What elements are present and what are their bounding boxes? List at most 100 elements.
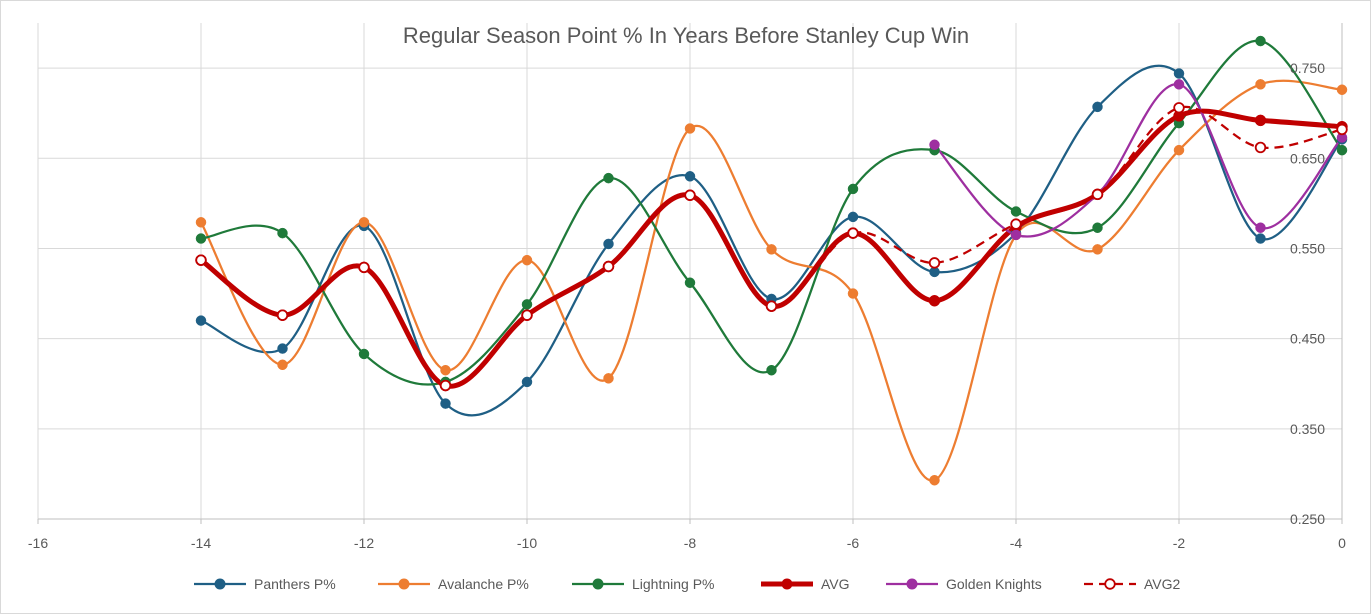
- legend-label: Lightning P%: [632, 576, 715, 592]
- data-point-lightning-p: [195, 233, 207, 244]
- data-point-avalanche-p: [521, 254, 533, 266]
- data-point-avalanche-p: [195, 217, 207, 228]
- data-point-avg2: [847, 227, 859, 239]
- data-point-avg2: [1254, 141, 1267, 154]
- x-tick-label: 0: [1338, 535, 1346, 551]
- data-point-panthers-p: [1092, 101, 1103, 113]
- legend-item-avg: AVG: [761, 576, 850, 592]
- legend: Panthers P% Avalanche P% Lightning P% AVG Go…: [194, 576, 1181, 592]
- legend-label: AVG: [821, 576, 850, 592]
- data-point-avalanche-p: [1173, 144, 1185, 156]
- data-point-avalanche-p: [929, 474, 940, 486]
- data-point-avg2: [765, 300, 778, 312]
- x-tick-label: -4: [1010, 535, 1023, 551]
- x-tick-label: -8: [684, 535, 697, 551]
- data-point-avg2: [1336, 123, 1348, 136]
- legend-item-golden-knights: Golden Knights: [886, 576, 1042, 592]
- data-point-avalanche-p: [440, 364, 451, 376]
- legend-label: Panthers P%: [254, 576, 336, 592]
- y-tick-label: 0.650: [1290, 150, 1325, 166]
- data-point-avalanche-p: [1092, 244, 1103, 255]
- legend-marker: [1104, 578, 1116, 590]
- data-point-lightning-p: [684, 277, 696, 288]
- data-point-avalanche-p: [847, 288, 859, 299]
- data-point-avalanche-p: [603, 373, 614, 384]
- data-point-panthers-p: [195, 315, 207, 326]
- data-point-panthers-p: [684, 171, 696, 182]
- legend-item-lightning-p: Lightning P%: [572, 576, 715, 592]
- data-point-lightning-p: [1010, 206, 1022, 217]
- data-point-lightning-p: [277, 227, 288, 239]
- series-line-golden-knights: [933, 83, 1344, 238]
- data-point-avalanche-p: [684, 123, 696, 134]
- x-tick-label: -12: [354, 535, 374, 551]
- x-tick-label: -10: [517, 535, 537, 551]
- data-point-avalanche-p: [766, 244, 777, 255]
- x-tick-label: -14: [191, 535, 211, 551]
- data-point-lightning-p: [766, 364, 777, 376]
- data-point-avalanche-p: [1255, 79, 1266, 90]
- data-point-panthers-p: [277, 343, 288, 354]
- data-point-panthers-p: [847, 211, 859, 223]
- data-point-avg: [928, 295, 941, 307]
- data-point-lightning-p: [1336, 144, 1348, 156]
- data-point-panthers-p: [521, 376, 533, 388]
- legend-label: Avalanche P%: [438, 576, 529, 592]
- data-point-golden-knights: [1173, 79, 1185, 90]
- data-point-avg2: [928, 257, 941, 269]
- data-point-panthers-p: [603, 238, 614, 250]
- data-point-lightning-p: [1255, 35, 1266, 47]
- data-point-panthers-p: [440, 398, 451, 409]
- chart-title: Regular Season Point % In Years Before S…: [403, 23, 969, 48]
- data-point-golden-knights: [929, 139, 940, 150]
- data-point-avg2: [276, 309, 289, 321]
- legend-label: Golden Knights: [946, 576, 1042, 592]
- data-point-lightning-p: [1092, 222, 1103, 233]
- y-tick-label: 0.350: [1290, 421, 1325, 437]
- x-tick-labels: -16 -14 -12 -10 -8 -6 -4 -2 0: [28, 535, 1346, 551]
- data-point-avalanche-p: [277, 359, 288, 371]
- series-line-avg2: [200, 105, 1343, 388]
- series-markers: [195, 35, 1348, 486]
- y-tick-label: 0.250: [1290, 511, 1325, 527]
- data-point-avg2: [602, 260, 615, 273]
- x-tick-label: -6: [847, 535, 860, 551]
- series-line-lightning-p: [199, 39, 1344, 386]
- legend-marker: [398, 578, 410, 590]
- x-tick-label: -2: [1173, 535, 1186, 551]
- legend-item-avg2: AVG2: [1084, 576, 1181, 592]
- legend-marker: [906, 578, 918, 590]
- data-point-lightning-p: [603, 172, 614, 184]
- legend-label: AVG2: [1144, 576, 1181, 592]
- data-point-avg2: [684, 189, 696, 201]
- data-point-lightning-p: [521, 299, 533, 310]
- data-point-avalanche-p: [1336, 84, 1348, 95]
- legend-item-avalanche-p: Avalanche P%: [378, 576, 529, 592]
- data-point-panthers-p: [1255, 233, 1266, 244]
- data-point-golden-knights: [1010, 229, 1022, 241]
- y-tick-labels: 0.250 0.350 0.450 0.550 0.650 0.750: [1290, 60, 1325, 527]
- data-point-golden-knights: [1255, 222, 1266, 233]
- y-tick-label: 0.450: [1290, 331, 1325, 347]
- data-point-avg2: [521, 309, 533, 321]
- data-point-avg2: [1091, 188, 1104, 201]
- y-tick-label: 0.550: [1290, 240, 1325, 256]
- legend-marker: [592, 578, 604, 590]
- y-tick-label: 0.750: [1290, 60, 1325, 76]
- series-lines: [198, 39, 1345, 482]
- data-point-avg2: [1010, 218, 1022, 230]
- data-point-avg2: [439, 379, 452, 392]
- data-point-avg2: [358, 261, 370, 274]
- data-point-panthers-p: [1173, 68, 1185, 79]
- gridlines: [37, 23, 1343, 520]
- data-point-avg2: [1173, 102, 1185, 114]
- legend-item-panthers-p: Panthers P%: [194, 576, 336, 592]
- data-point-avalanche-p: [358, 217, 370, 228]
- data-point-lightning-p: [358, 348, 370, 360]
- axes: [37, 23, 1343, 524]
- data-point-avg2: [195, 254, 207, 266]
- data-point-avg: [1254, 114, 1267, 127]
- legend-marker: [781, 578, 793, 590]
